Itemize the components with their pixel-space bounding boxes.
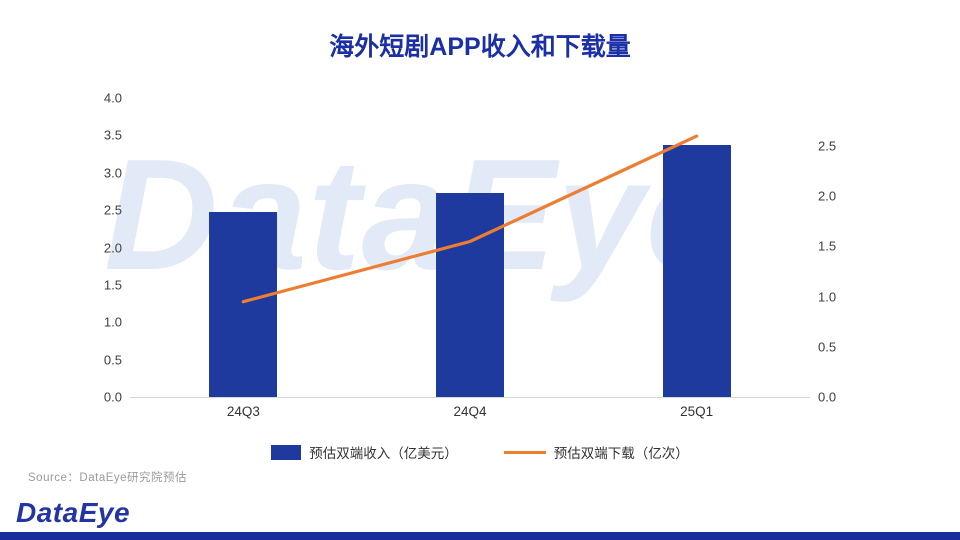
dataeye-logo: DataEye [16, 497, 131, 528]
x-axis-labels: 24Q3 24Q4 25Q1 [130, 404, 810, 424]
bar-24Q3 [209, 211, 278, 397]
chart-title: 海外短剧APP收入和下载量 [329, 33, 631, 61]
left-axis-tick: 0.0 [103, 389, 122, 405]
bar-legend-swatch [271, 444, 302, 460]
dataeye-watermark: DataEye [104, 127, 735, 303]
right-axis-tick: 2.5 [818, 138, 837, 154]
left-axis-tick: 2.0 [103, 240, 122, 255]
footer-bar [0, 532, 960, 540]
right-axis-tick: 1.5 [818, 238, 837, 254]
left-axis-tick: 0.5 [103, 352, 122, 368]
legend-item-revenue: 预估双端收入（亿美元） [271, 442, 458, 462]
bar-24Q4 [436, 192, 504, 397]
plot-area [130, 98, 810, 398]
legend: 预估双端收入（亿美元） 预估双端下载（亿次） [0, 442, 960, 462]
downloads-line [241, 134, 699, 304]
left-axis-tick: 3.0 [103, 165, 122, 181]
bar-25Q1 [662, 145, 731, 397]
left-axis-tick: 1.5 [103, 277, 122, 293]
x-label-25Q1: 25Q1 [680, 404, 714, 419]
source-note: Source：DataEye研究院预估 [28, 472, 188, 484]
line-series [241, 134, 699, 304]
right-axis-tick: 2.0 [818, 188, 837, 204]
right-axis: 2.5 2.0 1.5 1.0 0.5 0.0 [818, 98, 864, 405]
right-axis-tick: 0.5 [818, 339, 837, 355]
left-axis-tick: 3.5 [103, 127, 122, 143]
bar-legend-label: 预估双端收入（亿美元） [309, 446, 458, 461]
right-axis-tick: 0.0 [818, 389, 837, 405]
x-label-24Q3: 24Q3 [226, 404, 260, 419]
left-axis-tick: 1.0 [103, 314, 122, 330]
left-axis: 4.0 3.5 3.0 2.5 2.0 1.5 1.0 0.5 0.0 [78, 91, 122, 405]
legend-item-downloads: 预估双端下载（亿次） [503, 442, 689, 462]
bar-series [130, 98, 810, 397]
line-legend-label: 预估双端下载（亿次） [553, 446, 689, 461]
right-axis-tick: 1.0 [818, 289, 837, 305]
x-label-24Q4: 24Q4 [453, 404, 487, 419]
left-axis-tick: 2.5 [103, 202, 122, 218]
line-legend-swatch [503, 450, 546, 454]
left-axis-tick: 4.0 [103, 90, 122, 106]
